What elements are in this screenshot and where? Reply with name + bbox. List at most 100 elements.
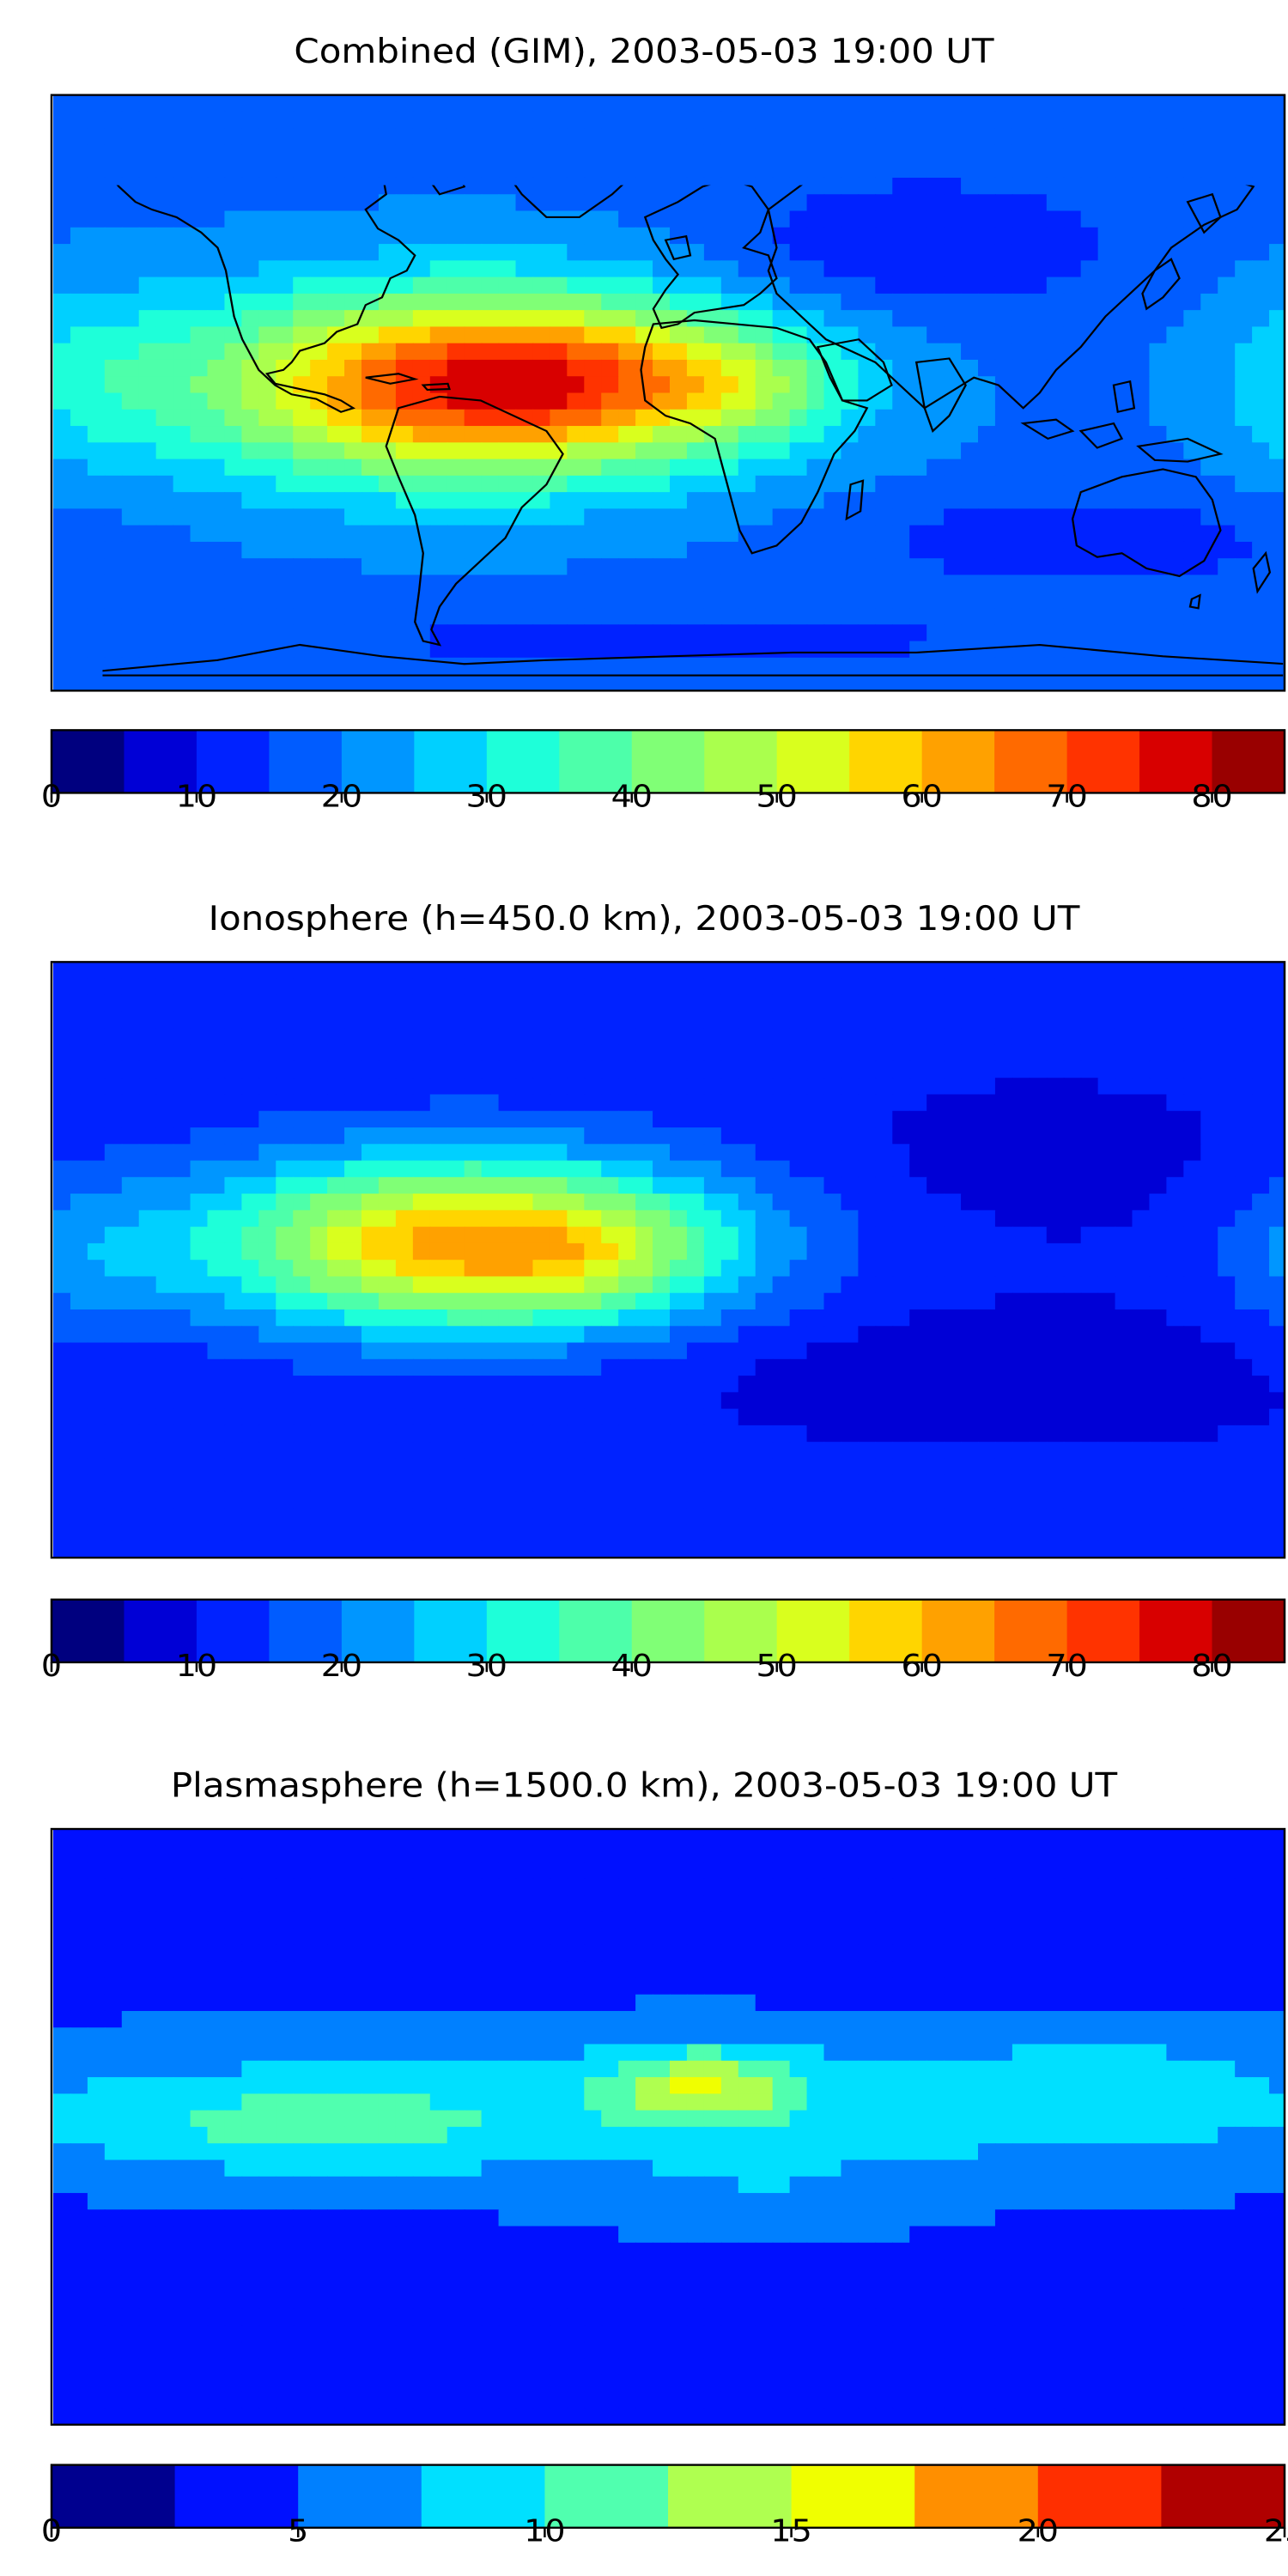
heatmap-cell <box>276 1408 295 1426</box>
heatmap-cell <box>1166 1376 1185 1394</box>
heatmap-cell <box>464 376 483 394</box>
heatmap-cell <box>789 1144 808 1162</box>
heatmap-cell <box>1080 194 1099 212</box>
heatmap-cell <box>978 1309 996 1327</box>
heatmap-cell <box>738 1326 756 1344</box>
heatmap-cell <box>875 1060 894 1078</box>
heatmap-cell <box>703 128 722 146</box>
heatmap-cell <box>841 442 860 460</box>
heatmap-cell <box>1046 1376 1065 1394</box>
heatmap-cell <box>1269 1210 1285 1228</box>
heatmap-cell <box>1235 1358 1253 1376</box>
heatmap-cell <box>1012 674 1030 691</box>
heatmap-cell <box>1149 492 1168 510</box>
heatmap-cell <box>1183 1012 1202 1030</box>
heatmap-cell <box>858 1242 877 1261</box>
heatmap-cell <box>155 376 174 394</box>
heatmap-cell <box>772 1144 791 1162</box>
heatmap-cell <box>70 525 88 543</box>
heatmap-cell <box>310 1194 328 1212</box>
heatmap-cell <box>1080 525 1099 543</box>
heatmap-cell <box>395 276 414 295</box>
heatmap-cell <box>567 1144 586 1162</box>
heatmap-cell <box>738 210 756 228</box>
heatmap-cell <box>841 409 860 427</box>
heatmap-cell <box>344 1144 362 1162</box>
heatmap-cell <box>1166 475 1185 493</box>
heatmap-cell <box>1132 260 1151 278</box>
heatmap-cell <box>944 94 962 112</box>
heatmap-cell <box>138 1491 157 1510</box>
heatmap-cell <box>1132 1028 1151 1046</box>
heatmap-cell <box>1218 144 1236 162</box>
heatmap-cell <box>618 1376 636 1394</box>
heatmap-cell <box>1132 1342 1151 1360</box>
heatmap-cell <box>1149 1060 1168 1078</box>
heatmap-cell <box>207 161 226 179</box>
heatmap-cell <box>789 1408 808 1426</box>
heatmap-cell <box>429 1176 448 1194</box>
heatmap-cell <box>138 1474 157 1492</box>
heatmap-cell <box>1063 1110 1082 1128</box>
heatmap-cell <box>892 1210 911 1228</box>
heatmap-cell <box>670 1060 688 1078</box>
heatmap-cell <box>1046 310 1065 328</box>
heatmap-cell <box>344 343 362 361</box>
heatmap-cell <box>53 978 71 996</box>
heatmap-cell <box>121 161 140 179</box>
heatmap-cell <box>464 1160 483 1178</box>
heatmap-cell <box>464 1292 483 1310</box>
heatmap-cell <box>481 1110 500 1128</box>
heatmap-cell <box>70 1160 88 1178</box>
heatmap-cell <box>429 1078 448 1096</box>
heatmap-cell <box>173 558 191 576</box>
heatmap-cell <box>258 1342 277 1360</box>
heatmap-cell <box>550 194 568 212</box>
heatmap-cell <box>584 442 603 460</box>
heatmap-cell <box>635 1044 653 1062</box>
heatmap-cell <box>1115 359 1133 377</box>
heatmap-cell <box>87 591 106 609</box>
heatmap-cell <box>190 978 209 996</box>
heatmap-cell <box>138 1194 157 1212</box>
heatmap-cell <box>173 1110 191 1128</box>
heatmap-cell <box>481 392 500 410</box>
heatmap-cell <box>464 541 483 559</box>
heatmap-cell <box>584 641 603 659</box>
heatmap-cell <box>978 1260 996 1278</box>
heatmap-cell <box>515 574 534 592</box>
heatmap-cell <box>720 343 739 361</box>
heatmap-cell <box>1097 177 1116 196</box>
heatmap-cell <box>550 574 568 592</box>
heatmap-cell <box>875 1242 894 1261</box>
heatmap-cell <box>994 1309 1013 1327</box>
heatmap-cell <box>532 1392 551 1410</box>
heatmap-cell <box>686 244 705 262</box>
heatmap-cell <box>686 1342 705 1360</box>
heatmap-cell <box>1063 558 1082 576</box>
heatmap-cell <box>395 244 414 262</box>
heatmap-cell <box>1235 1425 1253 1443</box>
heatmap-cell <box>155 1309 174 1327</box>
heatmap-cell <box>635 1260 653 1278</box>
heatmap-cell <box>138 591 157 609</box>
heatmap-cell <box>1046 161 1065 179</box>
heatmap-cell <box>1063 161 1082 179</box>
heatmap-cell <box>1080 1110 1099 1128</box>
heatmap-cell <box>755 426 774 444</box>
heatmap-cell <box>395 210 414 228</box>
heatmap-cell <box>87 492 106 510</box>
heatmap-cell <box>429 442 448 460</box>
heatmap-cell <box>1097 1392 1116 1410</box>
heatmap-cell <box>310 1028 328 1046</box>
heatmap-cell <box>1097 111 1116 129</box>
heatmap-cell <box>670 1160 688 1178</box>
heatmap-cell <box>498 1358 517 1376</box>
heatmap-cell <box>1218 161 1236 179</box>
heatmap-cell <box>173 1358 191 1376</box>
heatmap-cell <box>738 1226 756 1244</box>
heatmap-cell <box>361 1376 380 1394</box>
heatmap-cell <box>1029 359 1048 377</box>
heatmap-cell <box>806 1474 825 1492</box>
heatmap-cell <box>121 1408 140 1426</box>
